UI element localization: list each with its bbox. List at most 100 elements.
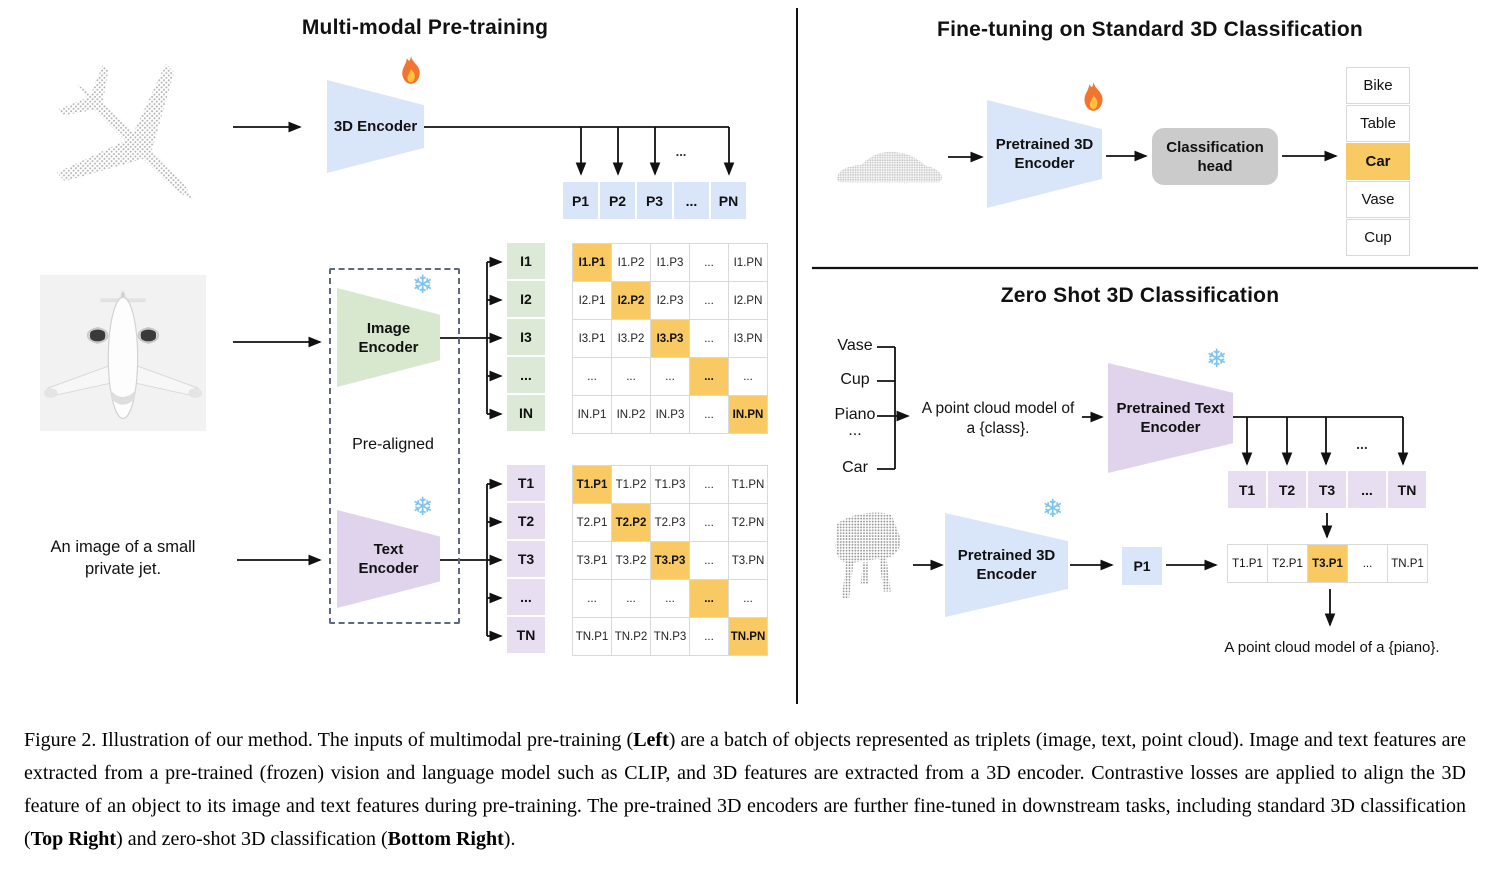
text-feature-label: T1	[507, 465, 545, 501]
pretrained-3d-encoder-zs-label-2: Encoder	[976, 566, 1037, 583]
text-feature-label: T2	[507, 503, 545, 539]
zeroshot-class-ellipsis: ...	[848, 422, 862, 439]
image-similarity-cell: I2.P1	[573, 282, 612, 320]
image-similarity-cell: I2.PN	[729, 282, 768, 320]
fire-icon	[1084, 82, 1103, 111]
pretrained-3d-encoder-ft-label-2: Encoder	[1014, 155, 1075, 172]
text-similarity-cell: T2.P3	[651, 504, 690, 542]
text-feature-labels: T1 T2 T3... TN	[507, 465, 545, 655]
p-feature-cell: P1	[563, 182, 598, 219]
text-similarity-cell: T3.PN	[729, 542, 768, 580]
prealigned-label: Pre-aligned	[352, 436, 434, 453]
text-input-line-1: An image of a small	[50, 538, 196, 556]
image-feature-label: I2	[507, 281, 545, 317]
text-feature-cell: TN	[1388, 471, 1426, 508]
fire-icon	[402, 56, 420, 84]
encoder-3d-label: 3D Encoder	[333, 118, 418, 135]
image-similarity-cell: ...	[729, 358, 768, 396]
piano-pointcloud-icon	[835, 512, 901, 599]
p1-feature-box: P1	[1122, 547, 1162, 585]
caption-segment: ) are a batch of objects represented as …	[24, 729, 1466, 850]
text-input-line-2: private jet.	[84, 560, 162, 578]
zeroshot-class-piano: Piano	[834, 406, 876, 423]
snowflake-icon: ❄	[1042, 494, 1063, 523]
pretrained-3d-encoder-zs-label-1: Pretrained 3D	[957, 547, 1056, 564]
p-feature-cell: PN	[711, 182, 746, 219]
text-similarity-cell: T3.P2	[612, 542, 651, 580]
text-encoder-label-1: Text	[373, 541, 404, 558]
text-similarity-cell: T2.P1	[573, 504, 612, 542]
image-similarity-cell: ...	[651, 358, 690, 396]
figure-2-diagram: Multi-modal Pre-training 3D Encoder P1 P2…	[28, 8, 1478, 704]
image-feature-label: ...	[507, 357, 545, 393]
figure-caption: Figure 2. Illustration of our method. Th…	[0, 710, 1490, 856]
car-pointcloud-icon	[836, 151, 943, 183]
image-similarity-cell: I1.PN	[729, 244, 768, 282]
image-similarity-cell: I1.P2	[612, 244, 651, 282]
zeroshot-class-vase: Vase	[837, 337, 873, 354]
image-similarity-cell: I3.P2	[612, 320, 651, 358]
text-feature-label: T3	[507, 541, 545, 577]
panel-title-pretraining: Multi-modal Pre-training	[301, 16, 549, 39]
text-similarity-cell: ...	[573, 580, 612, 618]
text-similarity-cell: T1.PN	[729, 466, 768, 504]
text-similarity-cell: T3.P1	[573, 542, 612, 580]
ellipsis-label: ...	[675, 144, 687, 159]
similarity-cell: TN.P1	[1388, 545, 1428, 583]
text-similarity-cell: ...	[690, 504, 729, 542]
text-similarity-cell: ...	[690, 466, 729, 504]
zeroshot-result-text: A point cloud model of a {piano}.	[1224, 639, 1440, 656]
snowflake-icon: ❄	[1206, 344, 1227, 373]
caption-bold-segment: Left	[633, 729, 669, 751]
prompt-line-2: a {class}.	[966, 420, 1030, 437]
image-similarity-cell: ...	[573, 358, 612, 396]
class-cell: Bike	[1346, 67, 1410, 104]
image-similarity-cell: IN.P2	[612, 396, 651, 434]
panel-title-zeroshot: Zero Shot 3D Classification	[1000, 284, 1280, 307]
p-feature-cell: P3	[637, 182, 672, 219]
similarity-row: T1.P1 T2.P1 T3.P1... TN.P1	[1227, 544, 1428, 583]
caption-bold-segment: Top Right	[30, 828, 117, 850]
text-input-caption: An image of a small private jet.	[28, 536, 218, 580]
p-feature-cell: P2	[600, 182, 635, 219]
zeroshot-class-cup: Cup	[840, 371, 870, 388]
snowflake-icon: ❄	[412, 270, 433, 299]
similarity-cell: ...	[1348, 545, 1388, 583]
image-similarity-cell: I3.P1	[573, 320, 612, 358]
image-encoder-label-2: Encoder	[358, 338, 419, 356]
text-similarity-cell: ...	[651, 580, 690, 618]
image-similarity-cell: I2.P2	[612, 282, 651, 320]
image-point-similarity-matrix: I1.P1 I1.P2 I1.P3... I1.PN I2.P1 I2.P2 I2.P3..…	[572, 243, 768, 434]
text-similarity-cell: ...	[690, 542, 729, 580]
text-similarity-cell: T1.P3	[651, 466, 690, 504]
image-similarity-cell: IN.P3	[651, 396, 690, 434]
image-feature-label: I3	[507, 319, 545, 355]
pretrained-text-encoder-label-2: Encoder	[1140, 419, 1201, 436]
image-similarity-cell: I1.P1	[573, 244, 612, 282]
pretrained-3d-encoder-ft-label-1: Pretrained 3D	[995, 136, 1094, 153]
text-feature-row: T1 T2 T3... TN	[1228, 471, 1428, 508]
airplane-photo	[40, 274, 206, 432]
classification-output-list: Bike Table Car Vase Cup	[1346, 67, 1410, 257]
similarity-cell: T1.P1	[1228, 545, 1268, 583]
text-feature-label: TN	[507, 617, 545, 653]
ellipsis-label: ...	[1356, 436, 1368, 452]
similarity-cell: T3.P1	[1308, 545, 1348, 583]
text-similarity-cell: T2.P2	[612, 504, 651, 542]
class-cell: Table	[1346, 105, 1410, 142]
image-similarity-cell: IN.PN	[729, 396, 768, 434]
image-similarity-cell: ...	[690, 244, 729, 282]
panel-title-finetuning: Fine-tuning on Standard 3D Classificatio…	[937, 18, 1363, 41]
text-similarity-cell: T2.PN	[729, 504, 768, 542]
image-feature-labels: I1 I2 I3... IN	[507, 243, 545, 433]
text-feature-cell: T2	[1268, 471, 1306, 508]
image-feature-label: I1	[507, 243, 545, 279]
text-similarity-cell: TN.PN	[729, 618, 768, 656]
image-similarity-cell: I1.P3	[651, 244, 690, 282]
similarity-cell: T2.P1	[1268, 545, 1308, 583]
text-feature-label: ...	[507, 579, 545, 615]
caption-segment: ).	[503, 828, 516, 850]
text-feature-cell: ...	[1348, 471, 1386, 508]
image-encoder-label-1: Image	[366, 319, 411, 337]
text-similarity-cell: T3.P3	[651, 542, 690, 580]
